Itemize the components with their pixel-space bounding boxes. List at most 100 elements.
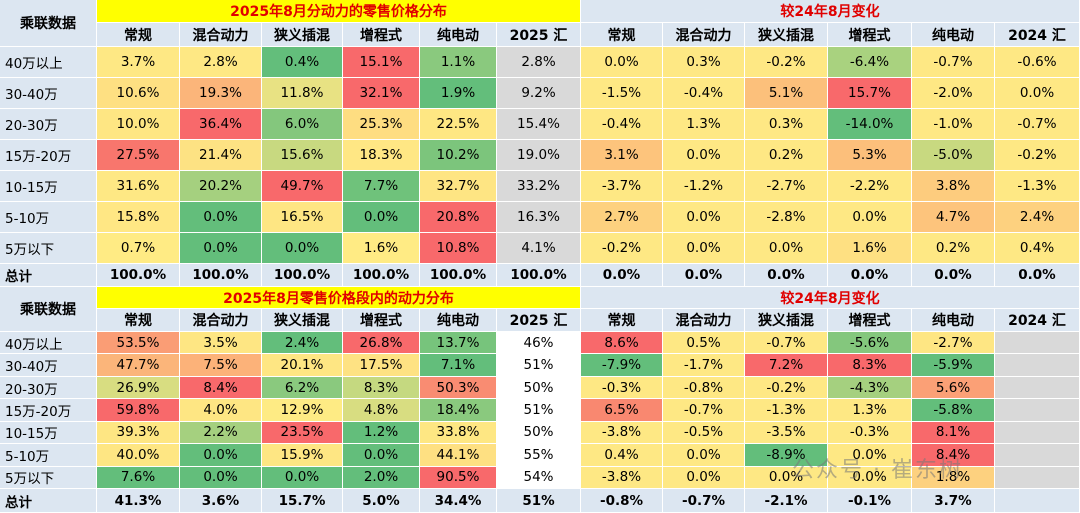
data-cell: 39.3% xyxy=(97,421,180,445)
row-label: 5-10万 xyxy=(0,444,97,467)
data-cell: 1.3% xyxy=(828,399,912,422)
left-title: 2025年8月分动力的零售价格分布 xyxy=(97,0,581,23)
data-cell: -2.7% xyxy=(745,171,828,202)
data-cell: 0.7% xyxy=(97,233,180,264)
right-title: 较24年8月变化 xyxy=(581,287,1080,309)
data-cell: 7.7% xyxy=(343,171,420,202)
data-cell: -0.3% xyxy=(828,421,912,445)
data-cell: 5.6% xyxy=(912,376,995,400)
total-cell: 100.0% xyxy=(262,264,343,287)
data-cell: 3.8% xyxy=(912,171,995,202)
data-cell: 0.0% xyxy=(581,47,663,78)
data-cell: 4.0% xyxy=(180,399,262,422)
total-cell: 34.4% xyxy=(420,489,497,513)
data-cell: 0.3% xyxy=(663,47,745,78)
data-cell: 0.0% xyxy=(663,140,745,171)
row-label: 40万以上 xyxy=(0,47,97,78)
data-cell: 0.0% xyxy=(828,444,912,467)
data-cell: 53.5% xyxy=(97,332,180,355)
data-cell: 15.4% xyxy=(497,109,581,140)
data-cell: -0.7% xyxy=(995,109,1080,140)
empty-cell xyxy=(995,354,1080,377)
data-cell: 25.3% xyxy=(343,109,420,140)
data-cell: 26.9% xyxy=(97,376,180,400)
data-cell: 46% xyxy=(497,332,581,355)
total-cell: -0.8% xyxy=(581,489,663,513)
total-cell: 3.6% xyxy=(180,489,262,513)
column-header: 狭义插混 xyxy=(262,23,343,47)
data-cell: 20.2% xyxy=(180,171,262,202)
data-cell: 18.3% xyxy=(343,140,420,171)
data-cell: 5.1% xyxy=(745,78,828,109)
data-cell: 23.5% xyxy=(262,421,343,445)
data-cell: 1.3% xyxy=(663,109,745,140)
data-cell: 2.8% xyxy=(497,47,581,78)
data-cell: -1.0% xyxy=(912,109,995,140)
data-cell: 7.5% xyxy=(180,354,262,377)
column-header: 2024 汇 xyxy=(995,309,1080,332)
empty-cell xyxy=(995,444,1080,467)
empty-cell xyxy=(995,399,1080,422)
total-cell: 100.0% xyxy=(97,264,180,287)
data-cell: -8.9% xyxy=(745,444,828,467)
data-cell: 31.6% xyxy=(97,171,180,202)
data-cell: 15.8% xyxy=(97,202,180,233)
data-cell: -0.3% xyxy=(581,376,663,400)
row-label: 20-30万 xyxy=(0,109,97,140)
row-label: 20-30万 xyxy=(0,376,97,400)
data-cell: 0.4% xyxy=(581,444,663,467)
empty-cell xyxy=(995,466,1080,489)
data-cell: 59.8% xyxy=(97,399,180,422)
data-cell: -1.7% xyxy=(663,354,745,377)
data-cell: 0.0% xyxy=(663,466,745,489)
data-cell: 7.6% xyxy=(97,466,180,489)
data-cell: 0.3% xyxy=(745,109,828,140)
data-cell: 27.5% xyxy=(97,140,180,171)
data-cell: 18.4% xyxy=(420,399,497,422)
data-cell: 0.0% xyxy=(343,444,420,467)
data-cell: 1.1% xyxy=(420,47,497,78)
data-cell: -4.3% xyxy=(828,376,912,400)
data-cell: 36.4% xyxy=(180,109,262,140)
data-cell: -0.2% xyxy=(745,47,828,78)
data-cell: 19.3% xyxy=(180,78,262,109)
row-label: 5-10万 xyxy=(0,202,97,233)
data-cell: 16.5% xyxy=(262,202,343,233)
data-cell: 16.3% xyxy=(497,202,581,233)
data-cell: 44.1% xyxy=(420,444,497,467)
data-cell: -7.9% xyxy=(581,354,663,377)
data-cell: 10.6% xyxy=(97,78,180,109)
watermark: 公众号 · 崔东树 xyxy=(792,458,963,483)
data-cell: 47.7% xyxy=(97,354,180,377)
data-cell: 0.0% xyxy=(343,202,420,233)
data-cell: 0.0% xyxy=(262,233,343,264)
left-title: 2025年8月零售价格段内的动力分布 xyxy=(97,287,581,309)
column-header: 纯电动 xyxy=(912,23,995,47)
column-header: 狭义插混 xyxy=(262,309,343,332)
column-header: 混合动力 xyxy=(180,309,262,332)
column-header: 常规 xyxy=(581,309,663,332)
column-header: 常规 xyxy=(97,23,180,47)
row-label: 5万以下 xyxy=(0,466,97,489)
data-cell: 50.3% xyxy=(420,376,497,400)
data-cell: -0.4% xyxy=(581,109,663,140)
data-cell: 11.8% xyxy=(262,78,343,109)
data-cell: 1.6% xyxy=(343,233,420,264)
data-cell: 5.3% xyxy=(828,140,912,171)
data-cell: -0.7% xyxy=(745,332,828,355)
data-cell: 19.0% xyxy=(497,140,581,171)
data-cell: 9.2% xyxy=(497,78,581,109)
total-cell: 15.7% xyxy=(262,489,343,513)
data-cell: -0.7% xyxy=(663,399,745,422)
data-cell: 50% xyxy=(497,421,581,445)
data-cell: 54% xyxy=(497,466,581,489)
data-cell: -2.8% xyxy=(745,202,828,233)
data-cell: 6.0% xyxy=(262,109,343,140)
data-cell: 8.6% xyxy=(581,332,663,355)
data-cell: 15.1% xyxy=(343,47,420,78)
data-cell: 0.0% xyxy=(663,202,745,233)
data-cell: -0.6% xyxy=(995,47,1080,78)
data-cell: 33.2% xyxy=(497,171,581,202)
data-cell: -0.2% xyxy=(995,140,1080,171)
column-header: 纯电动 xyxy=(912,309,995,332)
